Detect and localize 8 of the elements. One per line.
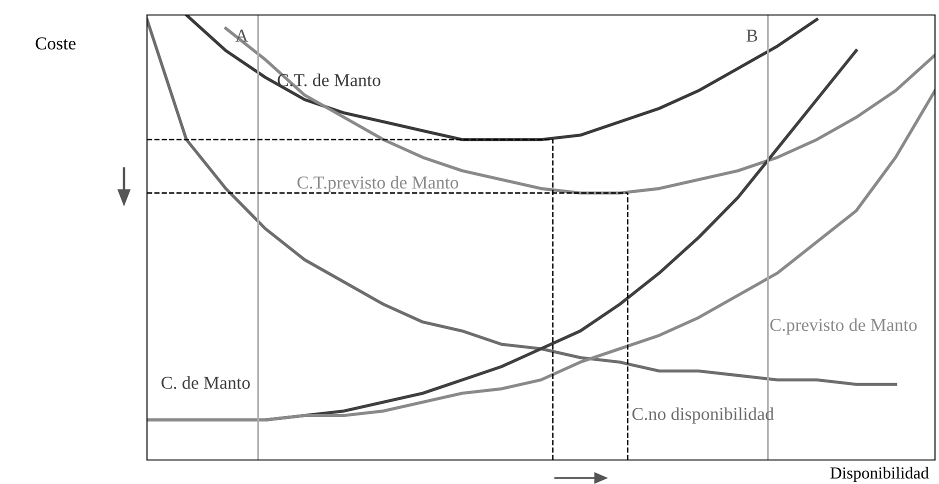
annotation: A bbox=[235, 30, 248, 42]
series-label: C.previsto de Manto bbox=[770, 318, 917, 335]
series-label: C. de Manto bbox=[162, 376, 250, 389]
x-axis-title: Disponibilidad bbox=[830, 466, 929, 482]
series-label: C.no disponibilidad bbox=[632, 407, 774, 424]
annotation: B bbox=[746, 30, 758, 42]
y-axis-title: Coste bbox=[36, 37, 76, 50]
series-label: C.T.previsto de Manto bbox=[297, 176, 458, 192]
